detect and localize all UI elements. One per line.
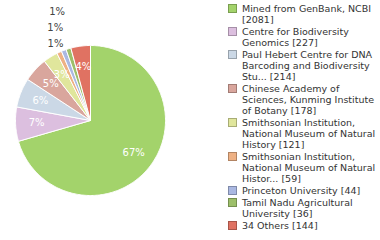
svg-text:6%: 6% xyxy=(32,95,48,106)
html-text:Chinese Academy of Sciences, K: Chinese Academy of Sciences, Kunming Ins… xyxy=(242,83,374,116)
html-text:Paul Hebert Centre for DNA Bar: Paul Hebert Centre for DNA Barcoding and… xyxy=(242,49,373,82)
svg-text:1%: 1% xyxy=(47,22,63,33)
html-text:34 Others [144]: 34 Others [144] xyxy=(242,220,318,231)
svg-text:3%: 3% xyxy=(54,69,70,80)
html-text:Princeton University [44]: Princeton University [44] xyxy=(242,185,361,196)
svg-text:7%: 7% xyxy=(29,117,45,128)
html-text:Smithsonian Institution, Natio: Smithsonian Institution, National Museum… xyxy=(242,151,376,184)
svg-text:67%: 67% xyxy=(123,147,145,158)
svg-text:5%: 5% xyxy=(42,78,59,90)
html-text:Mined from GenBank, NCBI [2081: Mined from GenBank, NCBI [2081] xyxy=(242,3,372,25)
html-text:Smithsonian Institution, Natio: Smithsonian Institution, National Museum… xyxy=(242,117,376,150)
html-text:Centre for Biodiversity Genomi: Centre for Biodiversity Genomics [227] xyxy=(242,26,349,48)
svg-text:1%: 1% xyxy=(49,6,65,17)
svg-text:4%: 4% xyxy=(75,61,91,72)
html-text:Tamil Nadu Agricultural Univer: Tamil Nadu Agricultural University [36] xyxy=(242,197,353,219)
svg-text:1%: 1% xyxy=(48,38,64,49)
